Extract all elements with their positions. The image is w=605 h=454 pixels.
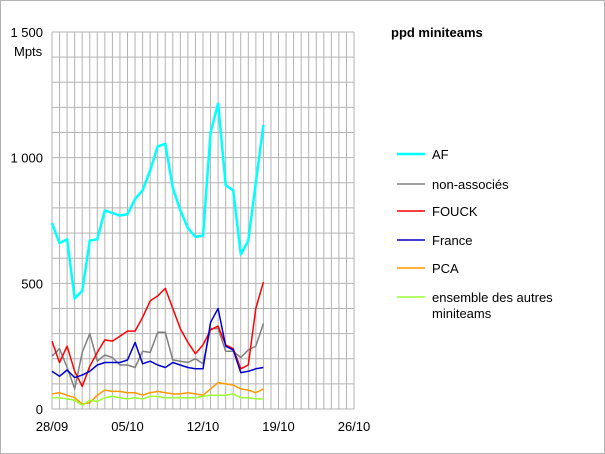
legend-label: ensemble des autres [432,290,553,305]
legend-label: France [432,233,472,248]
series-line [51,381,264,405]
y-tick-labels: 0 500 1 000 1 500 [10,25,43,417]
y-tick-label: 0 [36,402,43,417]
y-tick-label: 1 500 [10,25,43,40]
x-tick-label: 28/09 [36,419,69,434]
legend: AF non-associés FOUCK France PCA ensemble des… [397,147,553,321]
x-tick-label: 19/10 [262,419,295,434]
y-tick-label: 500 [21,276,43,291]
x-tick-labels: 28/09 05/10 12/10 19/10 26/10 [36,419,371,434]
legend-label: miniteams [432,306,492,321]
horizontal-gridlines [52,31,354,410]
chart-title: ppd miniteams [391,25,483,40]
vertical-gridlines [51,32,355,409]
legend-label: PCA [432,261,459,276]
series-line [51,323,265,390]
x-tick-label: 05/10 [111,419,144,434]
series-line [50,102,265,300]
series-line [51,307,264,379]
legend-label: non-associés [432,177,509,192]
y-tick-label: 1 000 [10,151,43,166]
x-tick-label: 12/10 [187,419,220,434]
x-tick-label: 26/10 [338,419,371,434]
legend-label: FOUCK [432,204,478,219]
series-line [52,393,264,406]
series-lines [50,102,265,406]
legend-label: AF [432,147,449,162]
y-axis-unit-label: Mpts [14,44,43,59]
